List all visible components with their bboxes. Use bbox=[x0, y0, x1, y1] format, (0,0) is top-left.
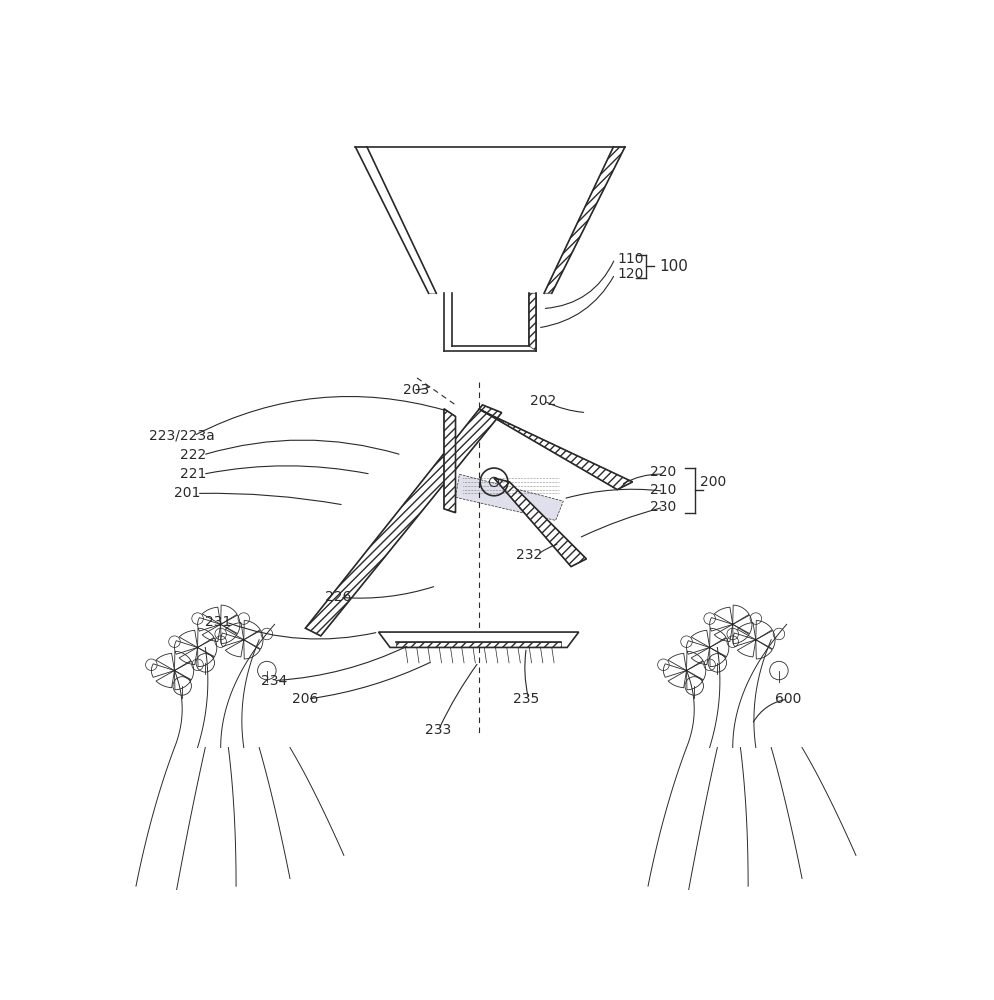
Text: 222: 222 bbox=[180, 448, 206, 462]
Text: 226: 226 bbox=[325, 590, 351, 604]
Polygon shape bbox=[444, 409, 455, 513]
Text: 230: 230 bbox=[649, 500, 676, 514]
Text: 232: 232 bbox=[516, 548, 542, 562]
Polygon shape bbox=[356, 147, 436, 293]
Text: 100: 100 bbox=[660, 259, 689, 274]
Text: 200: 200 bbox=[701, 475, 727, 489]
Text: 201: 201 bbox=[175, 486, 201, 500]
Text: 600: 600 bbox=[775, 692, 801, 706]
Text: 223/223a: 223/223a bbox=[149, 429, 215, 443]
Text: 233: 233 bbox=[424, 723, 451, 737]
Text: 220: 220 bbox=[649, 465, 676, 479]
Text: 235: 235 bbox=[513, 692, 540, 706]
Polygon shape bbox=[455, 474, 564, 520]
Text: 221: 221 bbox=[180, 467, 206, 481]
Polygon shape bbox=[379, 632, 579, 647]
Polygon shape bbox=[479, 409, 632, 490]
Text: 206: 206 bbox=[292, 692, 319, 706]
Text: 234: 234 bbox=[261, 674, 287, 688]
Text: 120: 120 bbox=[617, 267, 643, 281]
Text: 231: 231 bbox=[206, 615, 232, 629]
Text: 110: 110 bbox=[617, 252, 644, 266]
Text: 210: 210 bbox=[649, 483, 676, 497]
Text: 202: 202 bbox=[530, 394, 557, 408]
Polygon shape bbox=[494, 478, 586, 567]
Polygon shape bbox=[305, 405, 502, 636]
Text: 203: 203 bbox=[404, 382, 429, 396]
